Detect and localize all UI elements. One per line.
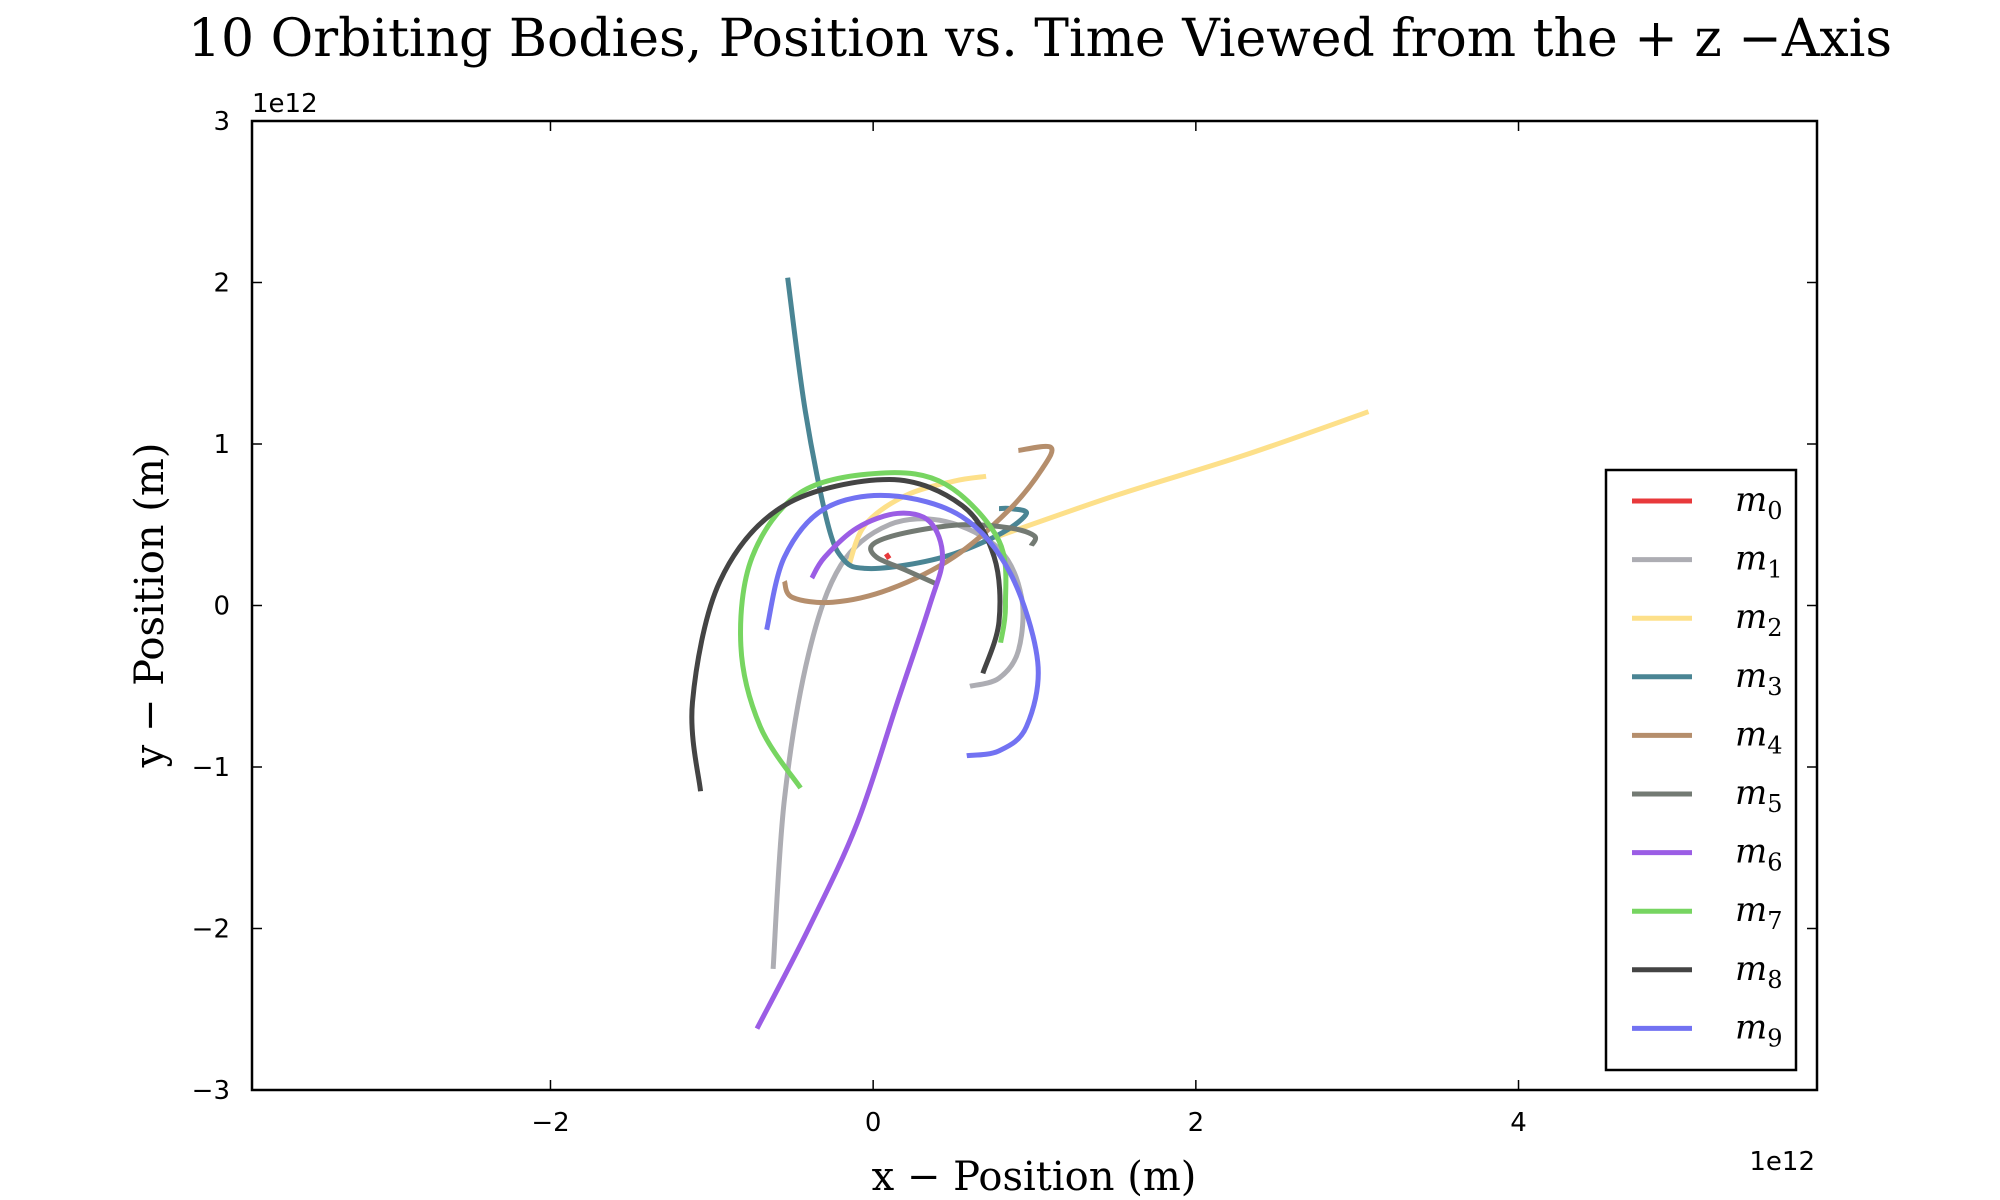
legend-label-m5: m5	[1735, 773, 1783, 818]
legend-label-m8: m8	[1735, 949, 1783, 994]
x-tick-label: 0	[865, 1108, 882, 1138]
legend-label-m0: m0	[1735, 480, 1783, 525]
series-m0-line	[883, 552, 892, 561]
y-tick-label: −3	[192, 1076, 230, 1106]
y-axis-label: y − Position (m)	[127, 443, 173, 769]
tick-layer: −2 0 2 4 −3 −2 −1 0 1 2 3	[192, 107, 1817, 1138]
y-tick-label: −2	[192, 915, 230, 945]
x-offset-label: 1e12	[1749, 1147, 1815, 1177]
x-tick-label: 4	[1510, 1108, 1527, 1138]
y-tick-label: 1	[213, 430, 230, 460]
legend-label-m2: m2	[1735, 597, 1783, 642]
legend: m0 m1 m2 m3 m4 m5 m6 m7 m8 m9	[1604, 468, 1798, 1072]
series-m5-line	[868, 522, 1039, 587]
legend-label-m9: m9	[1735, 1007, 1783, 1052]
legend-label-m3: m3	[1735, 656, 1783, 701]
series-m6	[754, 510, 946, 1030]
series-m6-line	[754, 510, 946, 1030]
series-m2-line-2	[993, 409, 1370, 541]
plot-frame	[250, 119, 1819, 1092]
legend-label-m4: m4	[1735, 714, 1783, 759]
legend-label-m1: m1	[1735, 539, 1783, 584]
series-m9-line	[764, 492, 1041, 759]
series-m3	[785, 277, 1029, 572]
series-m4	[782, 443, 1055, 606]
series-m1	[770, 516, 1026, 970]
chart-title: 10 Orbiting Bodies, Position vs. Time Vi…	[188, 9, 1892, 69]
series-m0	[883, 552, 892, 561]
series-layer	[689, 277, 1370, 1030]
x-axis-label: x − Position (m)	[872, 1154, 1197, 1200]
series-m4-line	[782, 443, 1055, 606]
x-tick-label: −2	[531, 1108, 569, 1138]
y-tick-label: 2	[213, 269, 230, 299]
y-tick-label: −1	[192, 753, 230, 783]
y-offset-label: 1e12	[252, 89, 318, 119]
y-tick-label: 3	[213, 107, 230, 137]
plot-area	[250, 119, 1819, 1092]
series-m9	[764, 492, 1041, 759]
y-tick-label: 0	[213, 592, 230, 622]
series-m5	[868, 522, 1039, 587]
series-m8	[689, 477, 1003, 792]
legend-label-m7: m7	[1735, 890, 1783, 935]
series-m1-line	[770, 516, 1026, 970]
series-m8-line	[689, 477, 1003, 792]
legend-label-m6: m6	[1735, 832, 1783, 877]
series-m3-line	[785, 277, 1029, 572]
x-tick-label: 2	[1188, 1108, 1205, 1138]
